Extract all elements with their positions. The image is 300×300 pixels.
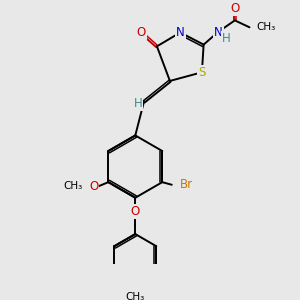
Text: O: O: [137, 26, 146, 39]
Text: H: H: [134, 97, 142, 110]
Text: O: O: [89, 180, 98, 193]
Text: H: H: [222, 32, 230, 45]
Text: CH₃: CH₃: [63, 182, 83, 191]
Text: O: O: [131, 205, 140, 218]
Text: N: N: [214, 26, 223, 39]
Text: CH₃: CH₃: [256, 22, 276, 32]
Text: Br: Br: [180, 178, 193, 191]
Text: CH₃: CH₃: [126, 292, 145, 300]
Text: S: S: [198, 66, 206, 79]
Text: O: O: [230, 2, 239, 15]
Text: N: N: [176, 26, 185, 39]
